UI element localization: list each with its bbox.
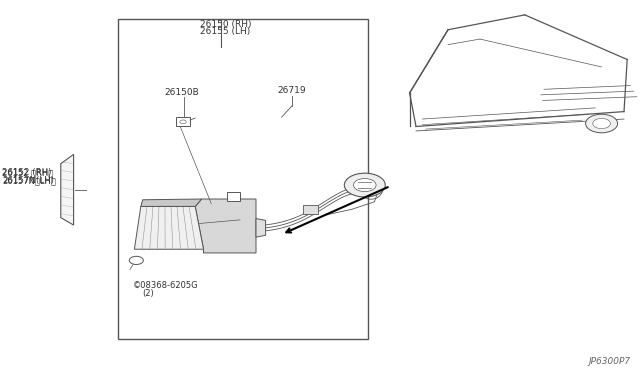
- Text: ©08368-6205G: ©08368-6205G: [132, 281, 198, 290]
- Polygon shape: [141, 199, 202, 206]
- Text: 26157N(LH): 26157N(LH): [2, 176, 54, 185]
- Bar: [176, 117, 190, 126]
- Text: 26150B: 26150B: [164, 88, 199, 97]
- Polygon shape: [227, 192, 240, 201]
- Polygon shape: [256, 219, 266, 237]
- Bar: [118, 19, 368, 339]
- Circle shape: [353, 179, 376, 192]
- Circle shape: [593, 118, 611, 129]
- Polygon shape: [134, 206, 204, 249]
- Text: JP6300P7: JP6300P7: [588, 357, 630, 366]
- Circle shape: [344, 173, 385, 197]
- Text: 26157N〈LH〉: 26157N〈LH〉: [2, 176, 56, 185]
- Text: (2): (2): [142, 289, 154, 298]
- Text: 26150 (RH): 26150 (RH): [200, 20, 251, 29]
- Polygon shape: [195, 199, 256, 253]
- Text: 26152 (RH): 26152 (RH): [2, 169, 51, 177]
- Text: 26155 (LH): 26155 (LH): [200, 27, 250, 36]
- Circle shape: [586, 114, 618, 133]
- Bar: [303, 205, 318, 214]
- Text: 26719: 26719: [278, 86, 306, 95]
- Polygon shape: [61, 154, 74, 225]
- Circle shape: [129, 256, 143, 264]
- Text: 26152 〈RH〉: 26152 〈RH〉: [2, 169, 53, 177]
